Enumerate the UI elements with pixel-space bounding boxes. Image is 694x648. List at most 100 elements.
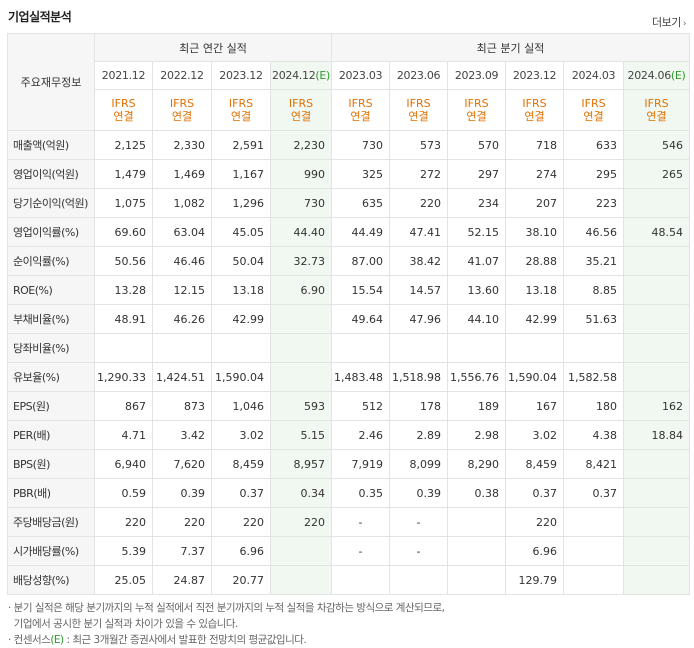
table-cell: 18.84 <box>623 420 691 450</box>
table-cell <box>623 449 691 479</box>
table-cell: 44.10 <box>447 304 507 334</box>
table-cell: 1,167 <box>211 159 271 189</box>
table-cell: 14.57 <box>389 275 449 305</box>
period-label: 2024.06 <box>627 69 672 82</box>
table-cell: 2.46 <box>331 420 391 450</box>
table-row: 당좌비율(%) <box>7 333 691 363</box>
table-cell: 8,459 <box>505 449 565 479</box>
table-cell: 1,590.04 <box>505 362 565 392</box>
row-label: 영업이익(억원) <box>7 159 95 189</box>
row-label: 주당배당금(원) <box>7 507 95 537</box>
table-cell <box>269 304 333 334</box>
table-row: 유보율(%) 1,290.33 1,424.51 1,590.04 1,483.48 1,… <box>7 362 691 392</box>
chevron-right-icon: › <box>682 19 687 29</box>
table-cell: 1,424.51 <box>152 362 212 392</box>
ifrs-cell: IFRS 연결 <box>447 89 507 131</box>
table-cell: 47.41 <box>389 217 449 247</box>
ifrs-cell: IFRS 연결 <box>505 89 565 131</box>
table-cell: 1,469 <box>152 159 212 189</box>
table-row: 주당배당금(원) 220 220 220 220- -220 <box>7 507 691 537</box>
table-cell: 24.87 <box>152 565 212 595</box>
table-cell: 0.59 <box>94 478 153 508</box>
table-cell: 8,421 <box>563 449 625 479</box>
estimate-mark: (E) <box>315 69 331 82</box>
table-cell: 207 <box>505 188 565 218</box>
table-cell: 180 <box>563 391 625 421</box>
table-cell: 20.77 <box>211 565 271 595</box>
row-label: PBR(배) <box>7 478 95 508</box>
table-cell <box>269 362 333 392</box>
row-label: 당좌비율(%) <box>7 333 95 363</box>
table-cell: - <box>389 536 449 566</box>
table-cell: 512 <box>331 391 391 421</box>
ifrs-label: IFRS <box>348 97 373 110</box>
table-cell <box>623 246 691 276</box>
table-cell: 42.99 <box>505 304 565 334</box>
table-cell <box>389 565 449 595</box>
period-header: 2024.12(E) <box>269 61 333 90</box>
table-row: 매출액(억원) 2,125 2,330 2,591 2,230 730 573 570 718 6… <box>7 130 691 160</box>
quarter-group-header: 최근 분기 실적 <box>331 33 691 62</box>
consolidated-label: 연결 <box>290 110 312 123</box>
table-cell: 13.18 <box>505 275 565 305</box>
table-cell: 13.18 <box>211 275 271 305</box>
table-row: 영업이익(억원) 1,479 1,469 1,167 990 325 272 297 274 29… <box>7 159 691 189</box>
note-line-1: · 분기 실적은 해당 분기까지의 누적 실적에서 직전 분기까지의 누적 실적… <box>8 602 445 614</box>
ifrs-label: IFRS <box>464 97 489 110</box>
table-cell: 2.89 <box>389 420 449 450</box>
table-cell: 38.42 <box>389 246 449 276</box>
consolidated-label: 연결 <box>230 110 252 123</box>
table-cell: 32.73 <box>269 246 333 276</box>
table-cell: 0.38 <box>447 478 507 508</box>
table-cell <box>94 333 153 363</box>
table-cell: 50.04 <box>211 246 271 276</box>
table-row: 순이익률(%) 50.56 46.46 50.04 32.73 87.00 38.42 41.… <box>7 246 691 276</box>
row-label: 부채비율(%) <box>7 304 95 334</box>
table-cell: 8,290 <box>447 449 507 479</box>
table-cell: 8,957 <box>269 449 333 479</box>
row-label: 당기순이익(억원) <box>7 188 95 218</box>
table-cell: - <box>331 536 391 566</box>
table-cell <box>331 333 391 363</box>
period-label: 2024.12 <box>272 69 316 82</box>
table-cell: 223 <box>563 188 625 218</box>
table-cell: 546 <box>623 130 691 160</box>
ifrs-cell: IFRS 연결 <box>94 89 153 131</box>
ifrs-label: IFRS <box>644 97 669 110</box>
table-cell: 46.56 <box>563 217 625 247</box>
ifrs-cell: IFRS 연결 <box>152 89 212 131</box>
table-cell: 4.38 <box>563 420 625 450</box>
period-label: 2024.03 <box>571 69 616 82</box>
table-cell: 272 <box>389 159 449 189</box>
table-cell <box>563 565 625 595</box>
ifrs-cell: IFRS 연결 <box>389 89 449 131</box>
table-cell: 1,556.76 <box>447 362 507 392</box>
note-consensus-label: · 컨센서스 <box>8 634 51 646</box>
table-cell <box>563 333 625 363</box>
period-header: 2024.06(E) <box>623 61 691 90</box>
table-cell: 44.40 <box>269 217 333 247</box>
table-cell <box>152 333 212 363</box>
table-cell <box>623 188 691 218</box>
table-cell: 28.88 <box>505 246 565 276</box>
consolidated-label: 연결 <box>408 110 429 123</box>
row-label: ROE(%) <box>7 275 95 305</box>
table-cell: 8,459 <box>211 449 271 479</box>
row-label: BPS(원) <box>7 449 95 479</box>
table-cell <box>389 333 449 363</box>
table-cell: 52.15 <box>447 217 507 247</box>
period-header: 2023.12 <box>211 61 271 90</box>
table-cell <box>623 304 691 334</box>
table-cell: 1,479 <box>94 159 153 189</box>
table-cell <box>623 275 691 305</box>
table-cell: 265 <box>623 159 691 189</box>
table-cell: 178 <box>389 391 449 421</box>
more-link[interactable]: 더보기 › <box>652 14 687 30</box>
table-cell: 6,940 <box>94 449 153 479</box>
consolidated-label: 연결 <box>646 110 667 123</box>
table-cell: 41.07 <box>447 246 507 276</box>
table-cell: 47.96 <box>389 304 449 334</box>
row-label: 배당성향(%) <box>7 565 95 595</box>
ifrs-cell: IFRS 연결 <box>563 89 625 131</box>
consolidated-label: 연결 <box>524 110 545 123</box>
